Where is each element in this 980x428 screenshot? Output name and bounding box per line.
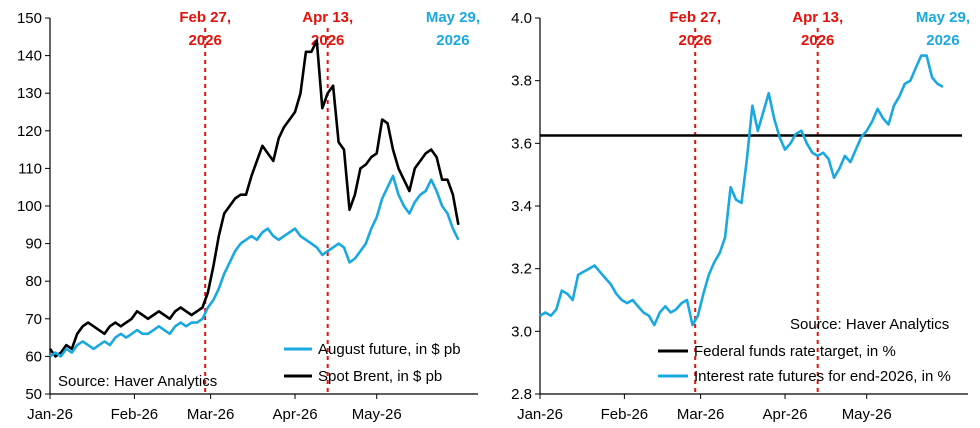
x-tick-label: Feb-26	[111, 406, 159, 423]
y-tick-label: 110	[18, 160, 42, 177]
y-tick-label: 3.2	[511, 261, 532, 278]
y-tick-label: 120	[17, 123, 42, 140]
y-tick-label: 130	[17, 85, 42, 102]
event-annotation-label: 2026	[801, 32, 834, 49]
legend-label: Federal funds rate target, in %	[694, 343, 896, 360]
event-annotation-label: Feb 27,	[179, 9, 231, 26]
y-tick-label: 80	[25, 273, 42, 290]
series-line	[48, 39, 460, 358]
event-annotation-label: Apr 13,	[302, 9, 353, 26]
brent-oil-price-chart: 50 60 70 80 90 100 110 120 130 140 150 Jan-26 Feb-26…	[17, 9, 480, 423]
event-annotation-label: 2026	[188, 32, 221, 49]
event-annotation-label: Apr 13,	[792, 9, 843, 26]
event-annotation-label: 2026	[926, 32, 959, 49]
event-annotation-label: Feb 27,	[669, 9, 721, 26]
series-line	[49, 174, 460, 358]
x-tick-label: Jan-26	[27, 406, 73, 423]
interest-rate-futures-chart: 2.8 3.0 3.2 3.4 3.6 3.8 4.0 Jan-26 Feb-26 Mar-26 A…	[511, 9, 970, 423]
event-annotation-label: 2026	[311, 32, 344, 49]
x-tick-label: Apr-26	[763, 406, 808, 423]
y-tick-label: 150	[17, 10, 42, 27]
y-tick-label: 2.8	[511, 386, 532, 403]
legend-label: Spot Brent, in $ pb	[318, 368, 442, 385]
y-tick-label: 3.0	[511, 323, 532, 340]
source-note: Source: Haver Analytics	[790, 316, 949, 333]
series-line	[539, 54, 944, 327]
x-tick-label: May-26	[352, 406, 402, 423]
x-tick-label: Feb-26	[601, 406, 649, 423]
y-tick-label: 3.4	[511, 198, 532, 215]
legend-label: Interest rate futures for end-2026, in %	[694, 368, 951, 385]
y-tick-label: 3.8	[511, 73, 532, 90]
y-tick-label: 100	[17, 198, 42, 215]
event-annotation-label: 2026	[678, 32, 711, 49]
source-note: Source: Haver Analytics	[58, 373, 217, 390]
event-annotation-label: 2026	[436, 32, 469, 49]
y-tick-label: 3.6	[511, 135, 532, 152]
x-tick-label: Mar-26	[677, 406, 725, 423]
event-annotation-label: May 29,	[426, 9, 480, 26]
x-tick-label: Mar-26	[187, 406, 235, 423]
y-tick-label: 50	[25, 386, 42, 403]
x-tick-label: Apr-26	[273, 406, 318, 423]
y-tick-label: 140	[17, 48, 42, 65]
x-tick-label: Jan-26	[517, 406, 563, 423]
x-tick-label: May-26	[842, 406, 892, 423]
y-tick-label: 70	[25, 311, 42, 328]
event-annotation-label: May 29,	[916, 9, 970, 26]
legend-label: August future, in $ pb	[318, 341, 461, 358]
y-tick-label: 90	[25, 236, 42, 253]
y-tick-label: 4.0	[511, 10, 532, 27]
y-tick-label: 60	[25, 348, 42, 365]
